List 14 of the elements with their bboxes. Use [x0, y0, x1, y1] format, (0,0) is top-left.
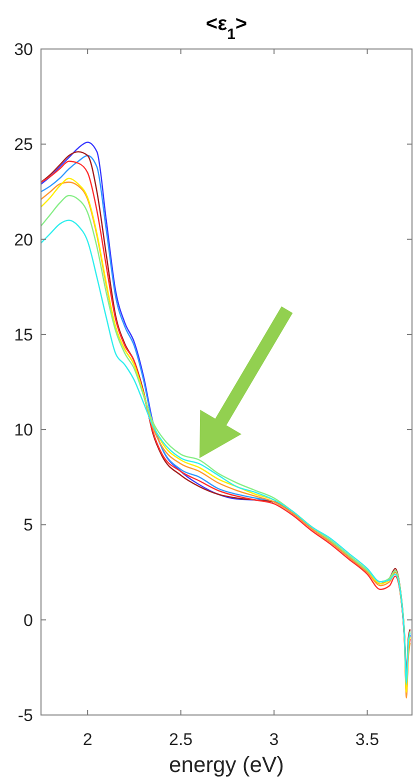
x-axis-title: energy (eV) [169, 752, 284, 777]
y-tick-label: -5 [18, 706, 33, 725]
chart-title: <ε$_{1}$> [206, 13, 248, 42]
x-tick-label: 2 [82, 730, 92, 749]
y-tick-label: 15 [14, 325, 33, 344]
y-tick-label: 10 [14, 420, 33, 440]
y-tick-label: 25 [14, 135, 33, 154]
y-tick-label: 0 [24, 610, 33, 630]
y-tick-label: 20 [14, 230, 33, 250]
x-tick-label: 3 [269, 730, 279, 749]
y-tick-label: 5 [24, 516, 33, 535]
x-tick-label: 2.5 [169, 730, 193, 749]
y-tick-label: 30 [14, 40, 33, 59]
x-tick-label: 3.5 [355, 730, 380, 749]
